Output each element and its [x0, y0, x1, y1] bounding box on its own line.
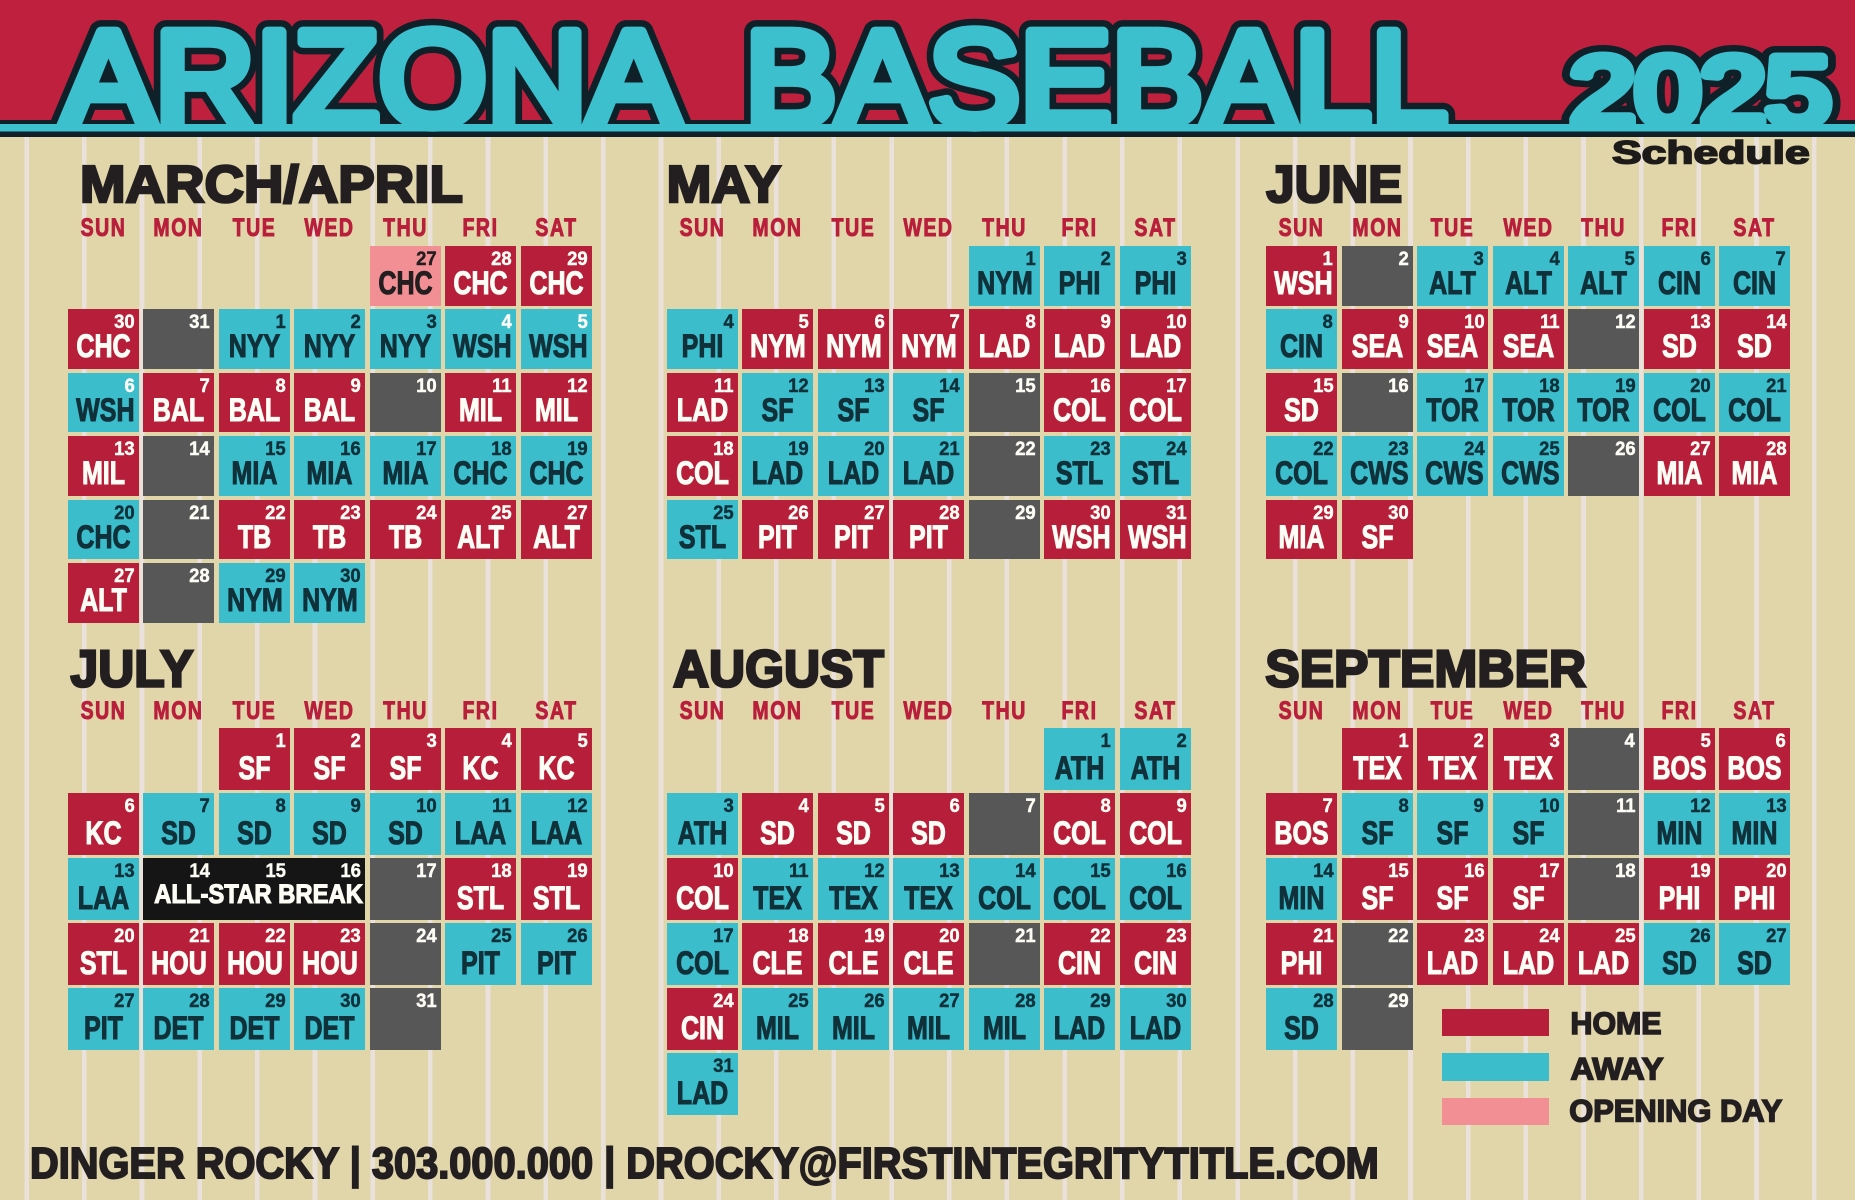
svg-text:JUNE: JUNE: [1266, 155, 1402, 214]
svg-text:MARCH/APRIL: MARCH/APRIL: [80, 156, 463, 213]
svg-text:OPENING DAY: OPENING DAY: [1569, 1093, 1782, 1128]
svg-text:BASEBALL: BASEBALL: [745, 3, 1448, 154]
svg-text:JULY: JULY: [70, 640, 193, 698]
svg-text:BASEBALL: BASEBALL: [745, 3, 1448, 154]
svg-text:SEPTEMBER: SEPTEMBER: [1265, 639, 1586, 697]
svg-text:AUGUST: AUGUST: [673, 640, 884, 698]
svg-text:ARIZONA: ARIZONA: [62, 4, 681, 155]
svg-text:ARIZONA: ARIZONA: [62, 4, 681, 155]
svg-text:2025: 2025: [1570, 38, 1831, 146]
svg-text:DINGER ROCKY | 303.000.000 | D: DINGER ROCKY | 303.000.000 | DROCKY@FIRS…: [30, 1138, 1379, 1188]
svg-text:Schedule: Schedule: [1612, 135, 1810, 171]
svg-text:MAY: MAY: [667, 156, 781, 214]
svg-text:AWAY: AWAY: [1571, 1051, 1664, 1086]
svg-text:2025: 2025: [1570, 38, 1831, 146]
svg-text:HOME: HOME: [1571, 1005, 1662, 1041]
